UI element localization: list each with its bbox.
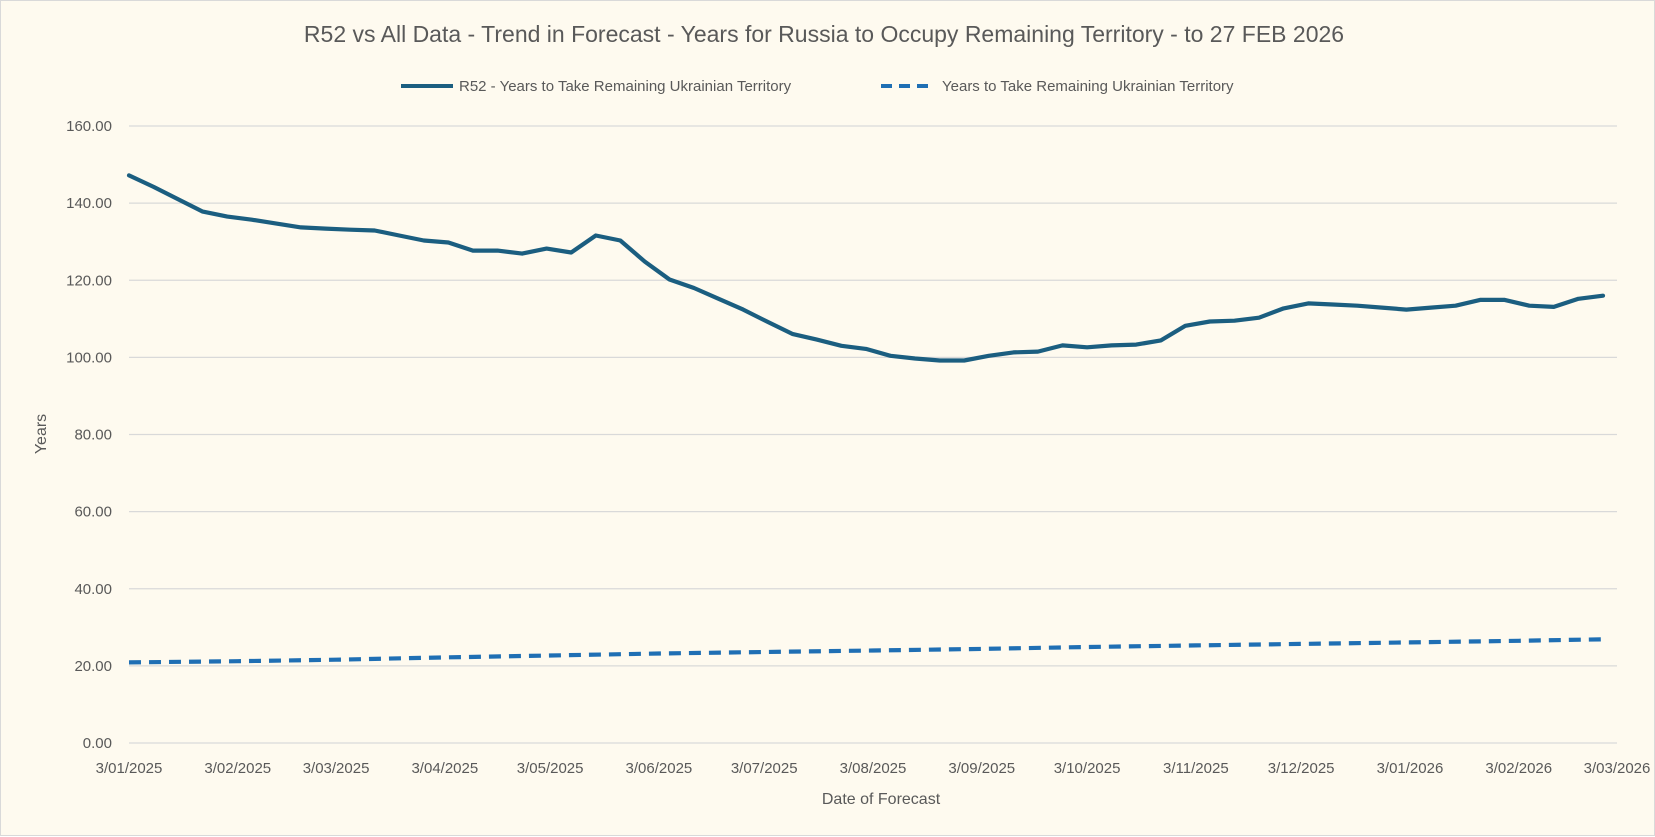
y-tick-label: 0.00 <box>83 735 112 752</box>
series-line-all-data <box>128 637 1604 665</box>
x-tick-label: 3/06/2025 <box>626 760 693 777</box>
y-tick-label: 100.00 <box>66 349 112 366</box>
x-axis: 3/01/2025 3/02/2025 3/03/2025 3/04/2025 3/05… <box>96 760 1651 777</box>
legend: R52 - Years to Take Remaining Ukrainian … <box>401 78 1234 95</box>
y-tick-label: 120.00 <box>66 272 112 289</box>
gridlines <box>129 125 1617 744</box>
x-tick-label: 3/02/2026 <box>1485 760 1552 777</box>
y-tick-label: 60.00 <box>74 504 112 521</box>
x-tick-label: 3/07/2025 <box>731 760 798 777</box>
series-line-r52 <box>126 173 1606 363</box>
x-tick-label: 3/08/2025 <box>840 760 907 777</box>
y-axis-title: Years <box>33 414 50 454</box>
y-tick-label: 80.00 <box>74 427 112 444</box>
x-tick-label: 3/09/2025 <box>948 760 1015 777</box>
x-axis-title: Date of Forecast <box>822 791 941 808</box>
x-tick-label: 3/11/2025 <box>1163 760 1229 777</box>
x-tick-label: 3/12/2025 <box>1268 760 1335 777</box>
x-tick-label: 3/01/2025 <box>96 760 163 777</box>
chart-title: R52 vs All Data - Trend in Forecast - Ye… <box>304 21 1344 47</box>
x-tick-label: 3/05/2025 <box>517 760 584 777</box>
y-tick-label: 40.00 <box>74 581 112 598</box>
x-tick-label: 3/03/2025 <box>303 760 370 777</box>
legend-label-all-data: Years to Take Remaining Ukrainian Territ… <box>942 78 1234 95</box>
y-tick-label: 160.00 <box>66 118 112 135</box>
x-tick-label: 3/10/2025 <box>1054 760 1121 777</box>
x-tick-label: 3/01/2026 <box>1377 760 1444 777</box>
x-tick-label: 3/03/2026 <box>1584 760 1651 777</box>
y-tick-label: 20.00 <box>74 658 112 675</box>
x-tick-label: 3/02/2025 <box>204 760 271 777</box>
x-tick-label: 3/04/2025 <box>411 760 478 777</box>
legend-label-r52: R52 - Years to Take Remaining Ukrainian … <box>459 78 792 95</box>
plot-lines <box>126 173 1606 665</box>
y-tick-label: 140.00 <box>66 195 112 212</box>
y-axis: 0.00 20.00 40.00 60.00 80.00 100.00 120.00 140.… <box>66 118 112 752</box>
